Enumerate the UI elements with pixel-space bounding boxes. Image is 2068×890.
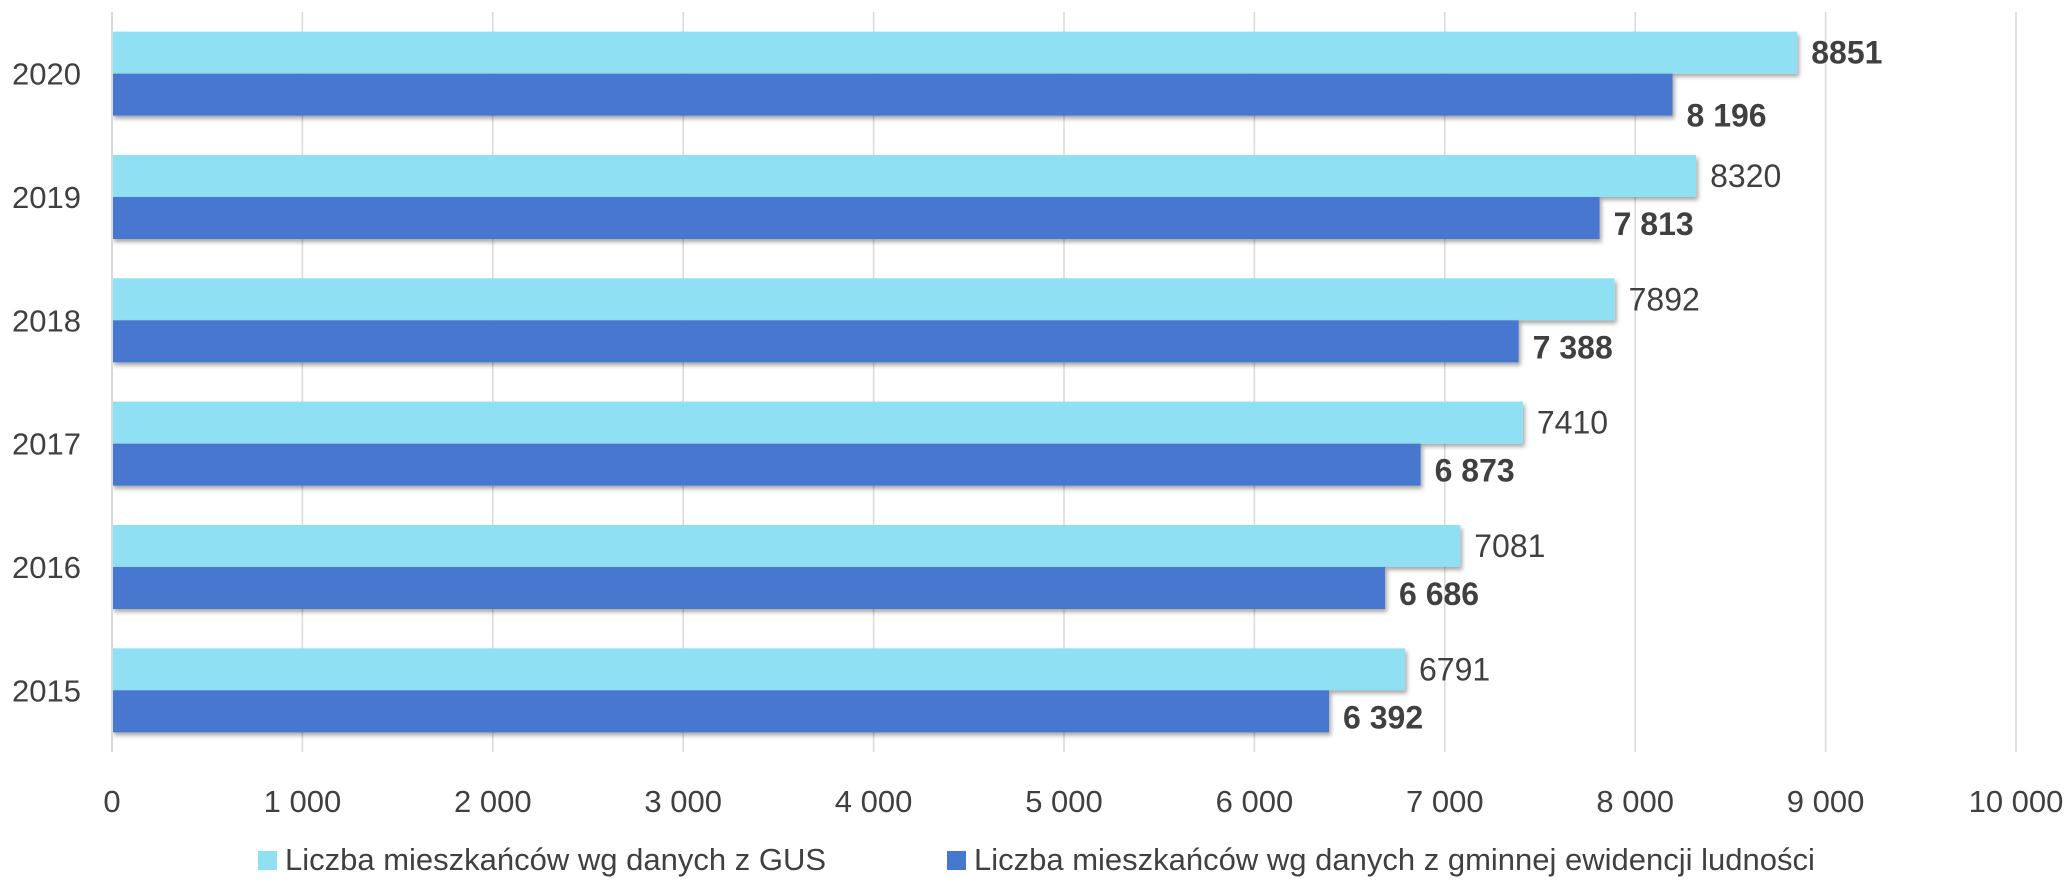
x-tick-label: 3 000 [644,784,722,819]
y-category-label: 2017 [12,427,81,462]
legend-label-gus: Liczba mieszkańców wg danych z GUS [285,842,827,877]
x-tick-label: 2 000 [454,784,532,819]
x-tick-label: 5 000 [1025,784,1103,819]
data-label: 6 392 [1343,699,1423,735]
legend-label-gminna: Liczba mieszkańców wg danych z gminnej e… [974,842,1815,877]
x-tick-label: 0 [103,784,120,819]
labels: 0 1 000 2 000 3 000 4 000 5 000 6 000 7 000 8 00… [12,35,2063,819]
x-tick-label: 1 000 [264,784,342,819]
bar [112,690,1330,733]
bar [112,155,1697,197]
bar [112,567,1386,609]
legend-swatch-gus [258,850,277,870]
bars [112,31,1798,733]
x-tick-label: 8 000 [1596,784,1674,819]
legend-swatch-gminna [947,850,966,870]
bar [112,648,1406,691]
legend-item-gus: Liczba mieszkańców wg danych z GUS [258,842,826,878]
x-tick-label: 6 000 [1216,784,1294,819]
x-tick-label: 4 000 [835,784,913,819]
data-label: 7410 [1537,405,1608,441]
bar [112,443,1421,486]
bar [112,320,1519,363]
data-label: 7081 [1474,528,1545,564]
y-category-label: 2019 [12,180,81,215]
bar [112,401,1523,444]
bar [112,197,1600,239]
data-label: 7 813 [1614,206,1694,242]
bar-chart: 0 1 000 2 000 3 000 4 000 5 000 6 000 7 000 8 00… [12,12,2063,819]
bar [112,31,1798,74]
x-tick-label: 7 000 [1406,784,1484,819]
bar [112,73,1673,116]
data-label: 6791 [1419,651,1490,687]
data-label: 7892 [1629,281,1700,317]
legend: Liczba mieszkańców wg danych z GUS Liczb… [0,842,2068,882]
y-category-label: 2018 [12,303,81,338]
y-category-label: 2016 [12,550,81,585]
data-label: 6 686 [1399,576,1479,612]
data-label: 7 388 [1533,329,1613,365]
gridlines [301,12,2017,752]
bar [112,278,1615,321]
data-label: 8 196 [1687,98,1767,134]
data-label: 6 873 [1435,453,1515,489]
x-tick-label: 9 000 [1787,784,1865,819]
data-label: 8851 [1811,35,1882,71]
bar [112,525,1461,567]
x-tick-label: 10 000 [1969,784,2064,819]
y-category-label: 2015 [12,673,81,708]
legend-item-gminna: Liczba mieszkańców wg danych z gminnej e… [947,842,1815,878]
data-label: 8320 [1710,158,1781,194]
y-category-label: 2020 [12,57,81,92]
